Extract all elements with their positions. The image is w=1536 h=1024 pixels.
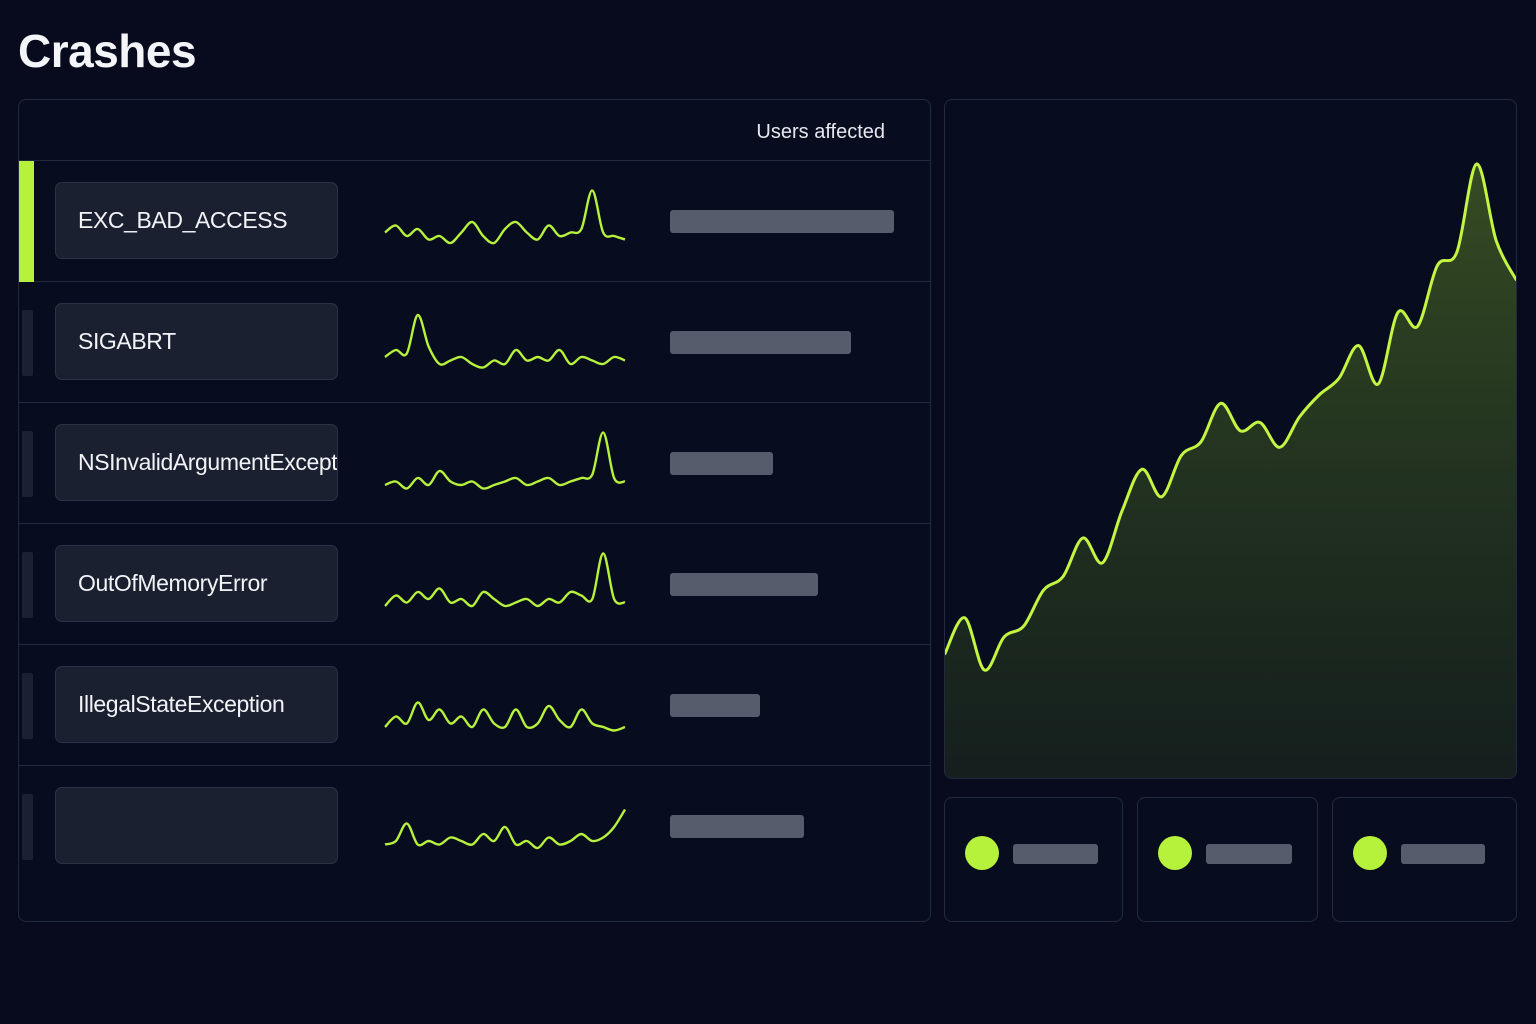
crash-row[interactable]: OutOfMemoryError [19,524,930,645]
crash-name[interactable]: SIGABRT [55,303,338,380]
trend-line [945,162,1516,672]
sparkline-path [384,431,626,490]
users-affected-bar [670,573,818,596]
crash-trend-sparkline [384,189,626,245]
sparkline-path [384,701,626,732]
stat-value-bar [1401,844,1485,864]
users-affected-column-header[interactable]: Users affected [756,121,885,143]
trend-area-fill [945,163,1516,778]
status-dot-icon [1353,836,1387,870]
sparkline-path [384,313,626,369]
crash-row[interactable] [19,766,930,887]
sparkline-path [384,552,626,608]
status-dot-icon [1158,836,1192,870]
page-title: Crashes [18,25,197,77]
crash-trend-sparkline [384,431,626,490]
row-indicator [22,310,33,376]
crash-table: Users affected EXC_BAD_ACCESS SIGABRT NSIn… [18,99,931,922]
stat-value-bar [1013,844,1098,864]
stat-card[interactable] [944,797,1123,922]
crash-name[interactable] [55,787,338,864]
users-affected-bar [670,210,894,233]
crash-name[interactable]: NSInvalidArgumentException [55,424,338,501]
crash-trend-sparkline [384,808,627,850]
row-selected-indicator [19,161,34,282]
sparkline-path [384,189,626,245]
table-header: Users affected [19,100,930,161]
crash-name[interactable]: EXC_BAD_ACCESS [55,182,338,259]
stat-card[interactable] [1137,797,1318,922]
crash-trend-sparkline [384,701,626,732]
sparkline-path [384,808,627,850]
crash-row[interactable]: EXC_BAD_ACCESS [19,161,930,282]
stat-value-bar [1206,844,1292,864]
crash-trend-sparkline [384,313,626,369]
status-dot-icon [965,836,999,870]
crash-row[interactable]: IllegalStateException [19,645,930,766]
users-affected-bar [670,331,852,354]
crash-row[interactable]: SIGABRT [19,282,930,403]
row-indicator [22,794,33,860]
stat-card[interactable] [1332,797,1517,922]
crash-trend-plot [945,162,1516,778]
crash-name[interactable]: OutOfMemoryError [55,545,338,622]
crash-row[interactable]: NSInvalidArgumentException [19,403,930,524]
users-affected-bar [670,815,805,838]
crash-name[interactable]: IllegalStateException [55,666,338,743]
row-indicator [22,673,33,739]
users-affected-bar [670,694,760,717]
users-affected-bar [670,452,774,475]
crash-trend-chart [944,99,1517,779]
row-indicator [22,552,33,618]
crash-trend-sparkline [384,552,626,608]
row-indicator [22,431,33,497]
